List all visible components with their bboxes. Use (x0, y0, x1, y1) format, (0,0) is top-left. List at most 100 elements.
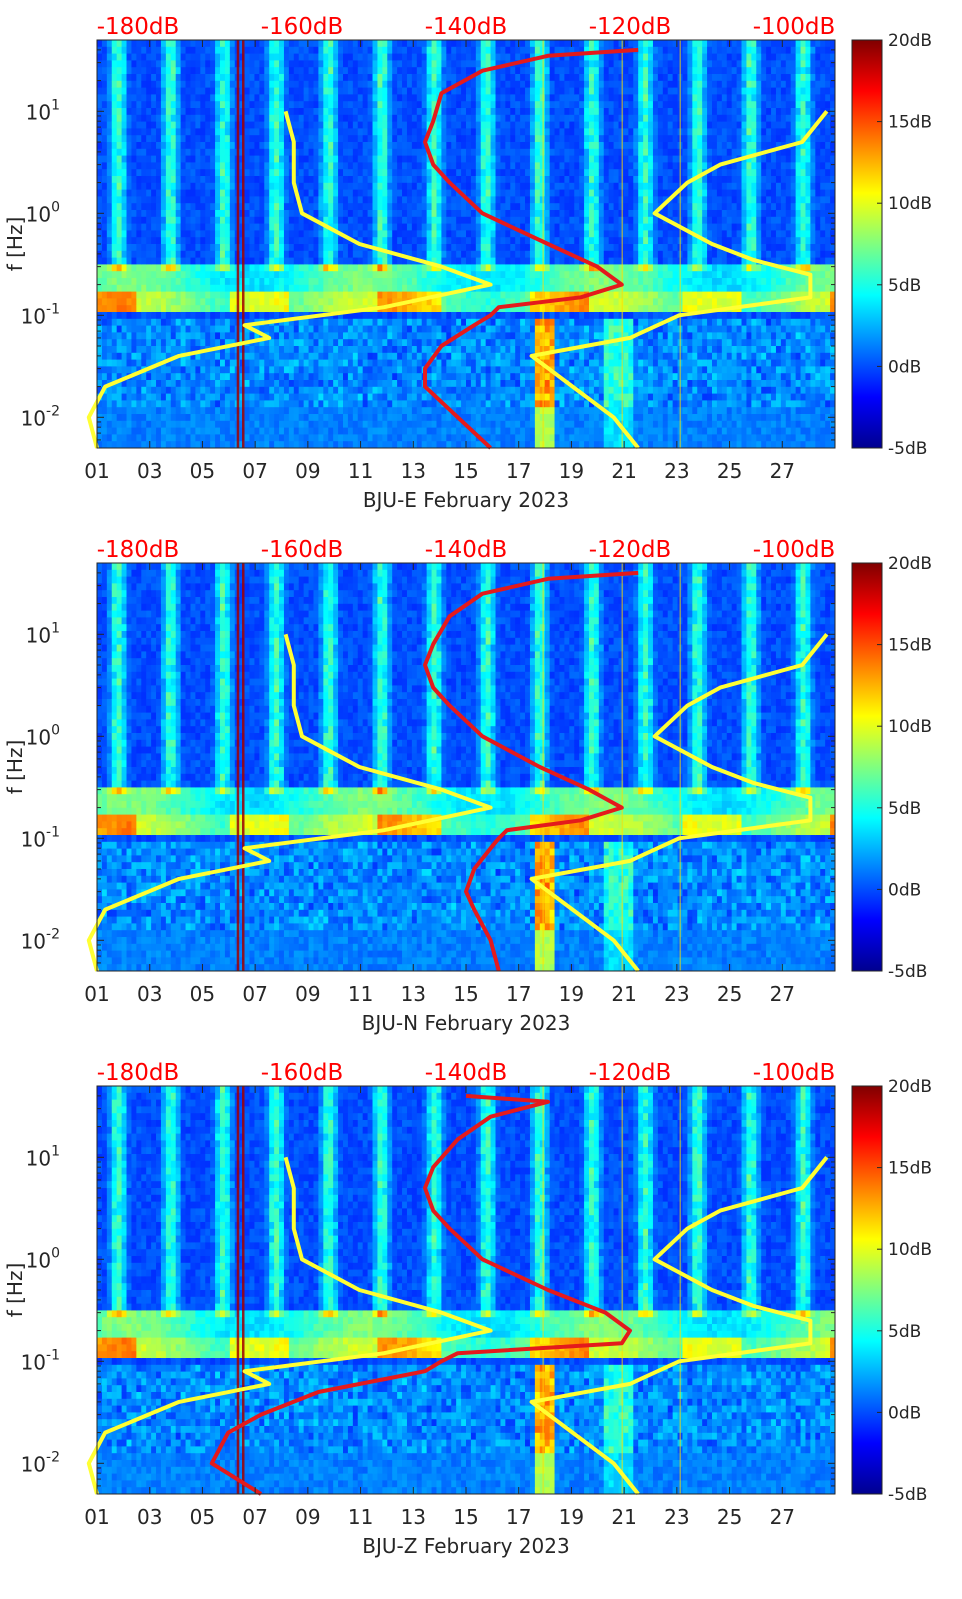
top-axis-tick-label: -120dB (589, 1060, 672, 1086)
y-tick-label: 10-2 (21, 1449, 60, 1476)
spectrogram-heatmap (97, 1086, 835, 1494)
panel-2: -180dB -160dB -140dB -120dB -100dB 01 03 05 07 09… (3, 537, 932, 1035)
x-tick-label: 01 (84, 982, 109, 1006)
x-tick-label: 01 (84, 459, 109, 483)
x-tick-label: 19 (559, 982, 584, 1006)
colorbar-tick-label: 10dB (888, 1240, 932, 1260)
panel-1: -180dB -160dB -140dB -120dB -100dB 01 03 05 07 09… (3, 14, 932, 512)
x-tick-label: 25 (717, 1505, 742, 1529)
spectrogram-heatmap (97, 40, 835, 448)
y-axis-label: f [Hz] (3, 217, 27, 272)
x-tick-label: 03 (137, 1505, 162, 1529)
top-axis-tick-label: -180dB (97, 537, 180, 563)
x-axis-label: BJU-N February 2023 (362, 1011, 571, 1035)
colorbar-tick-label: 20dB (888, 554, 932, 574)
x-tick-label: 05 (190, 982, 215, 1006)
x-tick-label: 03 (137, 459, 162, 483)
y-axis-label: f [Hz] (3, 740, 27, 795)
y-tick-label: 10-1 (21, 824, 60, 851)
x-tick-label: 17 (506, 459, 531, 483)
x-tick-label: 15 (453, 459, 478, 483)
x-tick-label: 11 (348, 1505, 373, 1529)
y-tick-label: 101 (26, 97, 60, 124)
colorbar-tick-label: 0dB (888, 357, 921, 377)
colorbar-tick-label: 10dB (888, 717, 932, 737)
top-axis-tick-label: -100dB (753, 537, 836, 563)
y-tick-label: 101 (26, 1143, 60, 1170)
colorbar-tick-label: 20dB (888, 1077, 932, 1097)
x-tick-label: 09 (295, 982, 320, 1006)
y-tick-label: 100 (26, 722, 60, 749)
x-tick-label: 21 (611, 1505, 636, 1529)
x-axis-label: BJU-Z February 2023 (362, 1534, 569, 1558)
top-axis-tick-label: -100dB (753, 1060, 836, 1086)
y-tick-label: 101 (26, 620, 60, 647)
y-axis-label: f [Hz] (3, 1263, 27, 1318)
x-tick-label: 27 (770, 459, 795, 483)
top-axis-tick-label: -160dB (261, 537, 344, 563)
colorbar-tick-label: 10dB (888, 194, 932, 214)
x-tick-label: 05 (190, 1505, 215, 1529)
x-tick-label: 13 (401, 459, 426, 483)
colorbar: 20dB 15dB 10dB 5dB 0dB -5dB (852, 1077, 932, 1505)
x-tick-label: 23 (664, 982, 689, 1006)
top-axis-tick-label: -120dB (589, 14, 672, 40)
x-tick-label: 13 (401, 982, 426, 1006)
x-tick-label: 09 (295, 1505, 320, 1529)
colorbar-tick-label: 0dB (888, 880, 921, 900)
x-tick-label: 09 (295, 459, 320, 483)
x-tick-label: 23 (664, 1505, 689, 1529)
y-tick-label: 100 (26, 199, 60, 226)
x-tick-label: 07 (242, 982, 267, 1006)
colorbar-tick-label: 20dB (888, 31, 932, 51)
panel-3: -180dB -160dB -140dB -120dB -100dB 01 03 05 07 09… (3, 1060, 932, 1558)
x-tick-label: 17 (506, 982, 531, 1006)
colorbar-tick-label: 15dB (888, 113, 932, 133)
colorbar-tick-label: 0dB (888, 1403, 921, 1423)
top-axis-tick-label: -140dB (425, 1060, 508, 1086)
x-tick-label: 19 (559, 1505, 584, 1529)
colorbar-tick-label: -5dB (888, 962, 927, 982)
colorbar-tick-label: 5dB (888, 276, 921, 296)
x-tick-label: 19 (559, 459, 584, 483)
x-tick-label: 25 (717, 982, 742, 1006)
x-tick-label: 21 (611, 982, 636, 1006)
x-tick-label: 03 (137, 982, 162, 1006)
y-tick-label: 10-2 (21, 926, 60, 953)
y-tick-label: 100 (26, 1245, 60, 1272)
x-tick-label: 17 (506, 1505, 531, 1529)
x-tick-label: 11 (348, 459, 373, 483)
colorbar-tick-label: 5dB (888, 799, 921, 819)
top-axis-tick-label: -140dB (425, 14, 508, 40)
x-tick-label: 15 (453, 982, 478, 1006)
top-axis-tick-label: -160dB (261, 1060, 344, 1086)
x-tick-label: 27 (770, 1505, 795, 1529)
y-tick-label: 10-1 (21, 1347, 60, 1374)
x-tick-label: 23 (664, 459, 689, 483)
x-tick-label: 15 (453, 1505, 478, 1529)
y-tick-label: 10-1 (21, 301, 60, 328)
top-axis-tick-label: -160dB (261, 14, 344, 40)
top-axis-tick-label: -180dB (97, 14, 180, 40)
x-axis-label: BJU-E February 2023 (363, 488, 569, 512)
colorbar-tick-label: -5dB (888, 1485, 927, 1505)
colorbar-tick-label: 15dB (888, 1159, 932, 1179)
top-axis-tick-label: -180dB (97, 1060, 180, 1086)
x-tick-label: 11 (348, 982, 373, 1006)
top-axis-tick-label: -100dB (753, 14, 836, 40)
x-tick-label: 05 (190, 459, 215, 483)
top-axis-tick-label: -140dB (425, 537, 508, 563)
colorbar-tick-label: -5dB (888, 439, 927, 459)
x-tick-label: 07 (242, 1505, 267, 1529)
x-tick-label: 01 (84, 1505, 109, 1529)
top-axis-tick-label: -120dB (589, 537, 672, 563)
colorbar: 20dB 15dB 10dB 5dB 0dB -5dB (852, 31, 932, 459)
colorbar-tick-label: 5dB (888, 1322, 921, 1342)
spectrogram-heatmap (97, 563, 835, 971)
x-tick-label: 21 (611, 459, 636, 483)
y-tick-label: 10-2 (21, 403, 60, 430)
x-tick-label: 07 (242, 459, 267, 483)
x-tick-label: 25 (717, 459, 742, 483)
